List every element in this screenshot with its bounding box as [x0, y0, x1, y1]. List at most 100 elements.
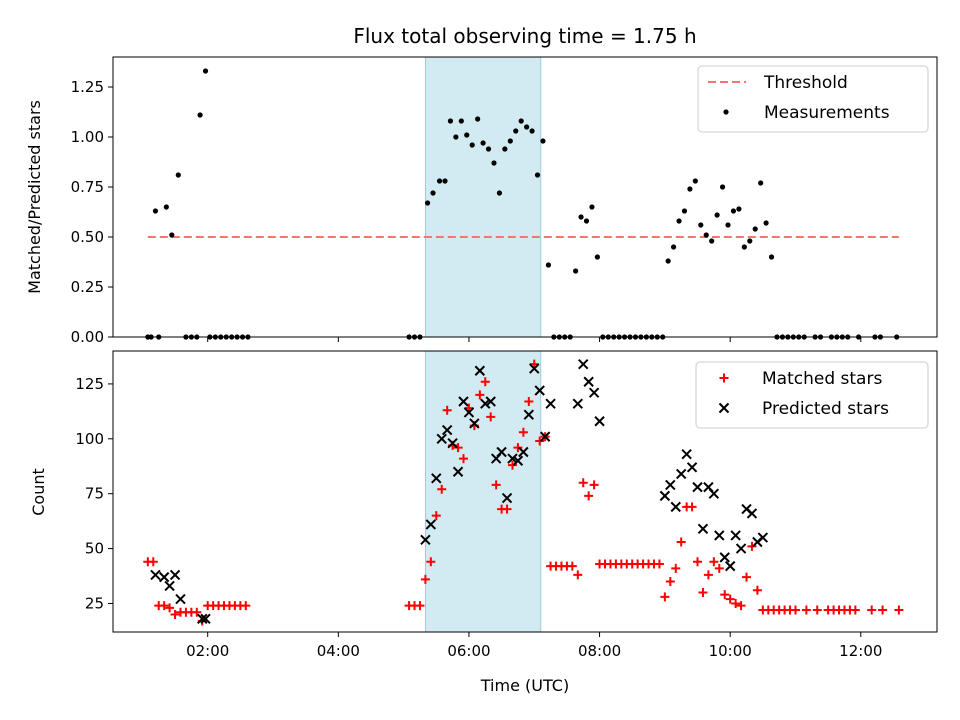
top-data-point — [725, 222, 731, 228]
top-legend-box — [697, 65, 929, 133]
bottom-data-point — [719, 552, 730, 563]
bottom-y-tick-label: 75 — [85, 485, 104, 503]
bottom-data-point — [878, 605, 888, 615]
top-data-point — [169, 232, 175, 238]
bottom-data-point — [735, 543, 747, 554]
top-data-point — [524, 124, 530, 130]
top-data-point — [747, 238, 753, 244]
bottom-data-point — [894, 605, 904, 615]
top-data-point — [496, 190, 503, 196]
top-data-point — [491, 160, 497, 166]
top-data-point — [502, 146, 508, 152]
bottom-x-tick-label: 04:00 — [317, 642, 360, 660]
bottom-data-point — [192, 607, 202, 617]
top-data-point — [442, 178, 448, 184]
bottom-data-point — [573, 570, 583, 580]
bottom-data-point — [437, 484, 447, 494]
bottom-data-point — [736, 601, 746, 611]
bottom-data-point — [545, 398, 556, 409]
bottom-data-point — [507, 460, 517, 470]
top-data-point — [458, 118, 464, 124]
bottom-data-point — [447, 437, 458, 449]
top-data-point — [436, 178, 443, 184]
bottom-data-point — [731, 598, 741, 608]
bottom-data-point — [752, 585, 762, 595]
bottom-data-point — [594, 416, 605, 427]
bottom-data-point — [241, 601, 251, 611]
bottom-data-point — [812, 605, 822, 615]
bottom-data-point — [524, 396, 534, 406]
bottom-data-point — [693, 557, 703, 567]
top-data-point — [719, 184, 726, 190]
bottom-x-tick-label: 10:00 — [709, 642, 752, 660]
bottom-data-point — [150, 569, 161, 581]
bottom-series-predicted-stars — [150, 358, 769, 625]
top-data-point — [518, 118, 524, 124]
top-data-point — [692, 178, 698, 184]
top-data-point — [447, 118, 454, 124]
top-data-point — [703, 232, 709, 238]
bottom-data-point — [660, 592, 670, 602]
bottom-data-point — [507, 453, 518, 464]
top-axes-frame — [112, 56, 938, 338]
bottom-data-point — [458, 454, 468, 464]
top-data-point — [670, 244, 677, 250]
bottom-axes-frame — [112, 350, 938, 633]
bottom-data-point — [720, 590, 730, 600]
bottom-data-point — [724, 560, 736, 572]
bottom-data-point — [665, 577, 675, 587]
bottom-data-point — [463, 407, 475, 418]
top-data-point — [529, 128, 535, 134]
bottom-legend-marker — [719, 373, 729, 383]
bottom-data-point — [431, 473, 442, 484]
x-axis-label: Time (UTC) — [480, 676, 569, 695]
top-data-point — [730, 208, 737, 214]
top-y-tick-label: 1.25 — [71, 78, 104, 96]
top-data-point — [741, 244, 747, 250]
top-data-point — [578, 214, 584, 220]
bottom-data-point — [458, 396, 469, 407]
bottom-data-point — [148, 557, 158, 567]
bottom-data-point — [159, 601, 169, 611]
bottom-data-point — [692, 481, 703, 493]
bottom-data-point — [501, 492, 513, 504]
bottom-y-tick-label: 50 — [85, 540, 104, 558]
top-data-point — [665, 258, 671, 264]
bottom-y-tick-label: 125 — [75, 375, 104, 393]
top-data-point — [676, 218, 682, 224]
top-plot-panel: 0.00 0.25 0.50 0.75 1.00 1.25 Threshold Measure… — [71, 56, 938, 346]
top-data-point — [681, 208, 688, 214]
bottom-data-point — [452, 466, 464, 477]
bottom-data-point — [491, 480, 501, 490]
bottom-data-point — [654, 559, 664, 569]
bottom-data-point — [703, 570, 713, 580]
chart-title: Flux total observing time = 1.75 h — [353, 24, 696, 48]
top-data-point — [464, 132, 470, 138]
top-legend: Threshold Measurements — [697, 65, 929, 133]
top-data-point — [485, 146, 492, 152]
bottom-data-point — [420, 574, 430, 584]
bottom-data-point — [480, 398, 491, 409]
bottom-data-point — [426, 557, 436, 567]
bottom-data-point — [746, 508, 758, 519]
bottom-y-tick-label: 100 — [75, 430, 104, 448]
bottom-data-point — [572, 398, 584, 409]
top-data-point — [714, 212, 720, 218]
bottom-data-point — [164, 580, 175, 592]
bottom-data-point — [709, 557, 719, 567]
bottom-data-point — [790, 605, 800, 615]
bottom-data-point — [578, 478, 588, 488]
bottom-x-tick-label: 02:00 — [186, 642, 229, 660]
top-data-point — [698, 222, 704, 228]
bottom-data-point — [496, 446, 507, 458]
top-data-point — [507, 138, 513, 144]
bottom-data-point — [502, 504, 512, 514]
bottom-data-point — [513, 443, 523, 453]
bottom-data-point — [867, 605, 877, 615]
bottom-data-point — [529, 363, 540, 374]
top-y-tick-label: 1.00 — [71, 128, 104, 146]
top-data-point — [589, 204, 595, 210]
bottom-data-point — [512, 455, 524, 466]
bottom-data-point — [665, 479, 676, 491]
